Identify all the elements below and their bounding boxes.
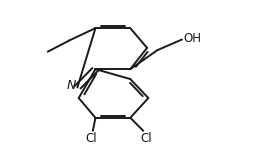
Text: N: N [66,79,76,92]
Text: OH: OH [183,32,201,45]
Text: Cl: Cl [140,132,152,145]
Text: Cl: Cl [86,132,98,145]
